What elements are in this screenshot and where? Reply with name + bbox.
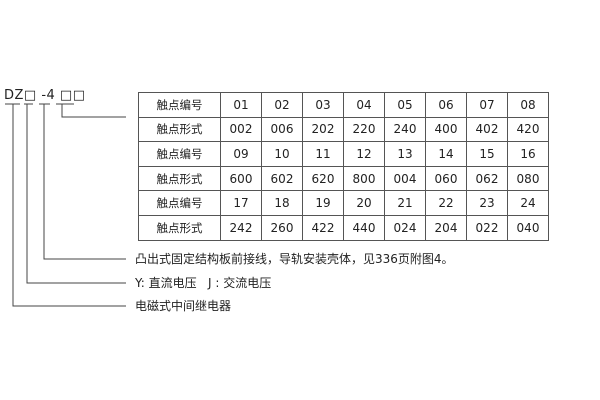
table-cell: 19 (302, 190, 344, 216)
table-cell: 14 (425, 141, 467, 167)
table-cell: 15 (466, 141, 508, 167)
table-cell: 422 (302, 214, 344, 241)
table-cell: 20 (343, 190, 385, 216)
table-cell: 10 (261, 141, 303, 167)
table-cell: 08 (507, 92, 549, 118)
table-cell: 02 (261, 92, 303, 118)
table-cell: 220 (343, 116, 385, 143)
table-row: 触点编号 09 10 11 12 13 14 15 16 (138, 141, 549, 167)
table-cell: 16 (507, 141, 549, 167)
table-cell: 03 (302, 92, 344, 118)
table-cell: 060 (425, 165, 467, 192)
table-cell: 04 (343, 92, 385, 118)
table-cell: 01 (220, 92, 262, 118)
table-row: 触点形式 600 602 620 800 004 060 062 080 (138, 165, 549, 192)
table-cell: 22 (425, 190, 467, 216)
table-cell: 05 (384, 92, 426, 118)
table-cell: 006 (261, 116, 303, 143)
table-cell: 040 (507, 214, 549, 241)
table-cell: 202 (302, 116, 344, 143)
table-cell: 620 (302, 165, 344, 192)
table-cell: 12 (343, 141, 385, 167)
table-cell: 800 (343, 165, 385, 192)
table-cell: 24 (507, 190, 549, 216)
table-cell: 080 (507, 165, 549, 192)
table-cell: 11 (302, 141, 344, 167)
table-cell: 18 (261, 190, 303, 216)
row-label: 触点编号 (138, 92, 221, 118)
row-label: 触点编号 (138, 190, 221, 216)
row-label: 触点形式 (138, 165, 221, 192)
table-cell: 024 (384, 214, 426, 241)
table-cell: 004 (384, 165, 426, 192)
table-cell: 13 (384, 141, 426, 167)
contact-table: 触点编号 01 02 03 04 05 06 07 08 触点形式 002 006 202 220 240 4… (138, 92, 549, 241)
table-cell: 204 (425, 214, 467, 241)
table-cell: 242 (220, 214, 262, 241)
table-row: 触点形式 242 260 422 440 024 204 022 040 (138, 214, 549, 241)
table-cell: 07 (466, 92, 508, 118)
table-cell: 400 (425, 116, 467, 143)
table-cell: 002 (220, 116, 262, 143)
note-structure: 凸出式固定结构板前接线，导轨安装壳体，见336页附图4。 (135, 252, 454, 266)
model-code: DZ□ -4 □□ (4, 88, 86, 103)
table-cell: 17 (220, 190, 262, 216)
table-cell: 402 (466, 116, 508, 143)
table-row: 触点编号 01 02 03 04 05 06 07 08 (138, 92, 549, 118)
table-cell: 600 (220, 165, 262, 192)
table-cell: 09 (220, 141, 262, 167)
table-cell: 022 (466, 214, 508, 241)
row-label: 触点编号 (138, 141, 221, 167)
note-voltage: Y: 直流电压 J : 交流电压 (135, 276, 272, 290)
table-row: 触点编号 17 18 19 20 21 22 23 24 (138, 190, 549, 216)
row-label: 触点形式 (138, 214, 221, 241)
row-label: 触点形式 (138, 116, 221, 143)
table-cell: 23 (466, 190, 508, 216)
table-cell: 260 (261, 214, 303, 241)
table-cell: 21 (384, 190, 426, 216)
table-cell: 602 (261, 165, 303, 192)
table-cell: 06 (425, 92, 467, 118)
table-cell: 440 (343, 214, 385, 241)
table-cell: 062 (466, 165, 508, 192)
table-cell: 420 (507, 116, 549, 143)
table-row: 触点形式 002 006 202 220 240 400 402 420 (138, 116, 549, 143)
note-type: 电磁式中间继电器 (135, 299, 232, 313)
table-cell: 240 (384, 116, 426, 143)
